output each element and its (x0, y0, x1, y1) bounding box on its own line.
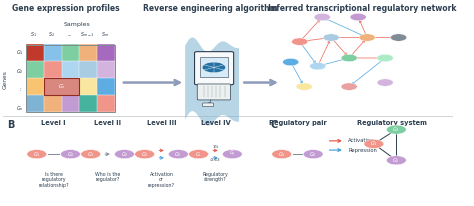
Text: Activation: Activation (348, 138, 375, 143)
FancyBboxPatch shape (202, 103, 213, 107)
FancyBboxPatch shape (200, 57, 228, 77)
Circle shape (310, 62, 326, 70)
Circle shape (283, 58, 299, 66)
Text: $G_3$: $G_3$ (392, 125, 400, 134)
Text: $S_m$: $S_m$ (101, 30, 109, 39)
FancyBboxPatch shape (80, 78, 98, 95)
FancyBboxPatch shape (80, 95, 98, 112)
Text: $G_1$: $G_1$ (141, 150, 148, 159)
Text: :: : (19, 87, 21, 92)
FancyBboxPatch shape (44, 78, 62, 95)
FancyBboxPatch shape (44, 44, 62, 61)
FancyBboxPatch shape (26, 44, 44, 61)
FancyBboxPatch shape (98, 78, 116, 95)
FancyBboxPatch shape (62, 44, 80, 61)
Text: $G_i$: $G_i$ (58, 82, 65, 91)
Text: Level I: Level I (41, 120, 66, 126)
Text: Regulatory
strength?: Regulatory strength? (202, 172, 228, 182)
Text: Activation
or
repression?: Activation or repression? (148, 172, 175, 188)
FancyBboxPatch shape (44, 61, 62, 78)
FancyBboxPatch shape (26, 78, 44, 95)
Text: $G_1$: $G_1$ (33, 150, 41, 159)
Text: $G_j$: $G_j$ (229, 149, 236, 159)
Text: $G_n$: $G_n$ (16, 104, 24, 112)
FancyBboxPatch shape (194, 52, 234, 85)
Text: B: B (8, 120, 15, 130)
FancyBboxPatch shape (80, 44, 98, 61)
FancyBboxPatch shape (80, 61, 98, 78)
Text: 1%: 1% (212, 145, 219, 149)
Text: $G_2$: $G_2$ (67, 150, 74, 159)
Text: $G_1$: $G_1$ (16, 48, 24, 57)
Circle shape (377, 79, 393, 86)
Circle shape (341, 54, 357, 62)
Circle shape (202, 62, 226, 73)
Circle shape (364, 139, 384, 149)
Text: Who is the
regulator?: Who is the regulator? (95, 172, 120, 182)
Text: Genes: Genes (3, 70, 8, 89)
Text: $S_2$: $S_2$ (48, 30, 55, 39)
Text: Level III: Level III (146, 120, 176, 126)
Circle shape (135, 150, 155, 159)
Text: $G_1$: $G_1$ (370, 139, 378, 148)
Circle shape (115, 150, 134, 159)
Circle shape (314, 13, 330, 21)
Text: Inferred transcriptional regulatory network: Inferred transcriptional regulatory netw… (268, 4, 457, 13)
Circle shape (391, 34, 407, 41)
FancyBboxPatch shape (197, 84, 230, 100)
Circle shape (292, 38, 308, 45)
Circle shape (303, 150, 323, 159)
Text: $G_2$: $G_2$ (310, 150, 317, 159)
Text: Regulatory pair: Regulatory pair (269, 120, 326, 126)
Circle shape (81, 150, 100, 159)
Text: $G_1$: $G_1$ (278, 150, 286, 159)
FancyBboxPatch shape (44, 78, 80, 95)
Circle shape (168, 150, 188, 159)
Circle shape (386, 156, 406, 165)
Circle shape (272, 150, 292, 159)
Text: -0.63: -0.63 (210, 158, 221, 162)
Circle shape (359, 34, 375, 41)
Text: Reverse engineering algorithm: Reverse engineering algorithm (143, 4, 277, 13)
Circle shape (27, 150, 46, 159)
Text: Gene expression profiles: Gene expression profiles (12, 4, 120, 13)
FancyBboxPatch shape (26, 95, 44, 112)
Text: Is there
regulatory
relationship?: Is there regulatory relationship? (38, 172, 69, 188)
Text: $G_2$: $G_2$ (17, 67, 24, 76)
Text: Regulatory system: Regulatory system (357, 120, 427, 126)
Polygon shape (185, 37, 239, 126)
Circle shape (377, 54, 393, 62)
Text: Level IV: Level IV (201, 120, 230, 126)
Text: ...: ... (67, 32, 72, 37)
FancyBboxPatch shape (98, 95, 116, 112)
Text: C: C (271, 120, 278, 130)
Circle shape (222, 150, 242, 159)
Circle shape (323, 34, 339, 41)
Text: Samples: Samples (64, 22, 91, 27)
Circle shape (61, 150, 81, 159)
FancyBboxPatch shape (44, 95, 62, 112)
Circle shape (189, 150, 209, 159)
Text: $G_1$: $G_1$ (87, 150, 95, 159)
FancyBboxPatch shape (62, 61, 80, 78)
Text: $S_1$: $S_1$ (30, 30, 37, 39)
Text: Level II: Level II (94, 120, 121, 126)
Text: $G_2$: $G_2$ (392, 156, 400, 165)
FancyBboxPatch shape (62, 78, 80, 95)
Text: $G_i$: $G_i$ (195, 150, 202, 159)
Circle shape (296, 83, 312, 90)
Text: Repression: Repression (348, 147, 377, 153)
FancyBboxPatch shape (26, 61, 44, 78)
Circle shape (386, 125, 406, 134)
FancyBboxPatch shape (62, 95, 80, 112)
Text: $S_{m-1}$: $S_{m-1}$ (80, 30, 95, 39)
FancyBboxPatch shape (98, 61, 116, 78)
Circle shape (341, 83, 357, 90)
Text: $G_2$: $G_2$ (120, 150, 128, 159)
Text: $G_2$: $G_2$ (174, 150, 182, 159)
FancyBboxPatch shape (98, 44, 116, 61)
Circle shape (350, 13, 366, 21)
